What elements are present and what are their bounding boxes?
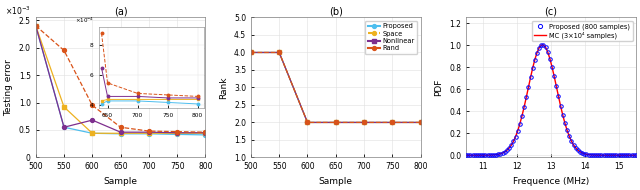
Line: MC (3×10⁴ samples): MC (3×10⁴ samples) (466, 45, 636, 155)
X-axis label: Frequence (MHz): Frequence (MHz) (513, 177, 589, 186)
Title: (a): (a) (114, 7, 127, 17)
Text: $\times10^{-3}$: $\times10^{-3}$ (5, 4, 31, 17)
Legend: Proposed, Space, Nonlinear, Rand: Proposed, Space, Nonlinear, Rand (365, 21, 417, 54)
MC (3×10⁴ samples) (568, 140, 575, 142)
Proposed (800 samples) (580, 153, 588, 155)
X-axis label: Sample: Sample (104, 177, 138, 186)
Proposed (800 samples) (565, 135, 573, 137)
Proposed (800 samples) (568, 140, 575, 142)
Proposed (800 samples) (615, 154, 623, 156)
MC (3×10⁴ samples) (574, 149, 582, 151)
Legend: Proposed (800 samples), MC (3×10⁴ samples): Proposed (800 samples), MC (3×10⁴ sample… (531, 21, 632, 41)
MC (3×10⁴ samples) (615, 154, 623, 156)
Proposed (800 samples) (540, 44, 547, 46)
MC (3×10⁴ samples) (632, 154, 639, 156)
Title: (b): (b) (329, 7, 342, 17)
MC (3×10⁴ samples) (540, 44, 547, 46)
MC (3×10⁴ samples) (538, 44, 545, 46)
Line: Proposed (800 samples): Proposed (800 samples) (465, 43, 637, 157)
MC (3×10⁴ samples) (580, 153, 588, 155)
Proposed (800 samples) (632, 154, 639, 156)
X-axis label: Sample: Sample (319, 177, 353, 186)
Proposed (800 samples) (462, 154, 470, 156)
Proposed (800 samples) (574, 149, 582, 151)
Y-axis label: Rank: Rank (220, 76, 228, 99)
Y-axis label: PDF: PDF (435, 79, 444, 96)
MC (3×10⁴ samples) (565, 135, 573, 137)
Title: (c): (c) (545, 7, 557, 17)
Y-axis label: Testing error: Testing error (4, 59, 13, 116)
MC (3×10⁴ samples) (462, 154, 470, 156)
Proposed (800 samples) (538, 44, 545, 46)
